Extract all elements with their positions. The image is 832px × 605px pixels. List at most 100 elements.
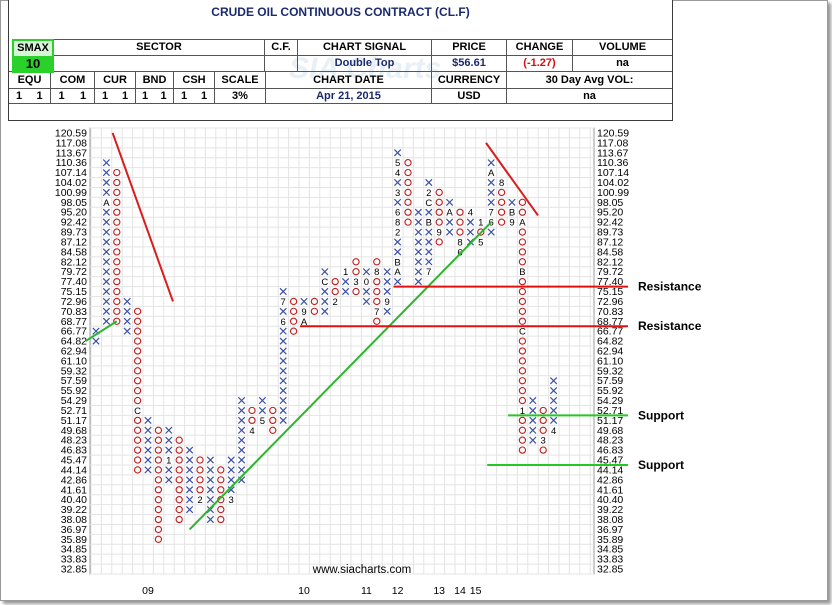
price-tick-left: 54.29 <box>61 395 87 407</box>
o-mark <box>497 198 506 206</box>
o-mark <box>133 317 142 325</box>
chart-date-value: Apr 21, 2015 <box>316 90 381 102</box>
x-mark <box>237 416 246 425</box>
month-marker: 5 <box>395 158 400 169</box>
x-mark <box>466 228 475 236</box>
o-mark <box>154 456 163 464</box>
price-tick-right: 77.40 <box>597 276 623 288</box>
o-mark <box>289 307 298 316</box>
o-mark <box>133 307 142 316</box>
price-tick-right: 44.14 <box>597 464 623 476</box>
o-mark <box>435 198 443 206</box>
month-marker: 7 <box>426 267 431 278</box>
o-mark <box>539 426 547 434</box>
x-mark <box>393 178 402 187</box>
x-mark <box>102 168 111 177</box>
chart-title: CRUDE OIL CONTINUOUS CONTRACT (CL.F) <box>211 5 470 19</box>
x-mark <box>508 198 516 206</box>
o-mark <box>113 317 121 325</box>
x-mark <box>102 307 111 315</box>
price-tick-right: 62.94 <box>597 346 623 358</box>
o-mark <box>518 386 527 395</box>
o-mark <box>113 277 121 286</box>
x-mark <box>258 396 267 405</box>
o-mark <box>175 436 183 444</box>
x-mark <box>185 496 194 504</box>
month-marker: 4 <box>551 426 556 437</box>
o-mark <box>518 228 527 236</box>
o-mark <box>133 466 142 474</box>
x-axis-year-label: 12 <box>392 585 404 597</box>
o-mark <box>331 277 339 286</box>
price-tick-right: 113.67 <box>597 147 628 159</box>
price-tick-left: 35.89 <box>61 534 87 546</box>
o-mark <box>518 367 527 375</box>
x-mark <box>237 436 246 444</box>
x-mark <box>425 238 433 246</box>
price-tick-left: 98.05 <box>61 197 87 209</box>
x-mark <box>92 337 100 345</box>
x-mark <box>102 228 111 236</box>
price-tick-left: 44.14 <box>61 464 87 476</box>
sector-label: SECTOR <box>136 41 182 53</box>
o-mark <box>373 277 381 286</box>
o-mark <box>113 297 121 306</box>
x-mark <box>529 406 537 415</box>
month-marker: 0 <box>364 277 369 288</box>
month-marker: 8 <box>457 237 462 248</box>
header-panel: SIA Charts CRUDE OIL CONTINUOUS CONTRACT… <box>8 0 673 121</box>
plot-area <box>89 127 595 575</box>
month-marker: 6 <box>395 208 400 219</box>
o-mark <box>518 297 527 306</box>
x-mark <box>393 248 402 256</box>
price-tick-left: 51.17 <box>61 415 87 427</box>
o-mark <box>269 426 277 434</box>
x-mark <box>144 426 152 434</box>
x-mark <box>237 396 246 405</box>
price-tick-right: 117.08 <box>597 137 628 149</box>
o-mark <box>404 218 412 226</box>
price-tick-right: 46.83 <box>597 445 623 457</box>
x-mark <box>144 436 152 444</box>
month-marker: 2 <box>197 495 202 506</box>
o-mark <box>113 198 121 206</box>
x-mark <box>414 277 423 286</box>
price-tick-left: 52.71 <box>61 405 87 417</box>
o-mark <box>217 476 225 484</box>
o-mark <box>113 218 121 226</box>
o-mark <box>217 515 225 524</box>
o-mark <box>539 446 547 454</box>
o-mark <box>310 297 319 306</box>
x-mark <box>123 297 131 306</box>
o-mark <box>518 198 527 206</box>
o-mark <box>352 287 360 296</box>
o-mark <box>518 258 527 266</box>
x-mark <box>383 307 391 315</box>
o-mark <box>154 466 163 474</box>
month-marker: A <box>301 317 308 328</box>
price-tick-right: 92.42 <box>597 217 623 229</box>
price-tick-left: 82.12 <box>61 256 87 268</box>
month-marker: B <box>394 257 400 268</box>
price-tick-right: 104.02 <box>597 177 629 189</box>
x-mark <box>102 248 111 256</box>
month-marker: A <box>488 168 495 179</box>
com-score-1: 1 <box>58 90 65 102</box>
o-mark <box>175 476 183 484</box>
x-mark <box>279 416 287 425</box>
x-mark <box>414 238 423 246</box>
o-mark <box>175 486 183 494</box>
o-mark <box>404 159 412 167</box>
x-axis-year-label: 11 <box>361 585 372 597</box>
x-mark <box>414 218 423 226</box>
o-mark <box>133 416 142 425</box>
o-mark <box>518 436 527 444</box>
x-mark <box>321 297 329 306</box>
x-mark <box>487 159 495 167</box>
o-mark <box>310 307 319 316</box>
x-mark <box>102 317 111 325</box>
price-tick-left: 64.82 <box>61 336 87 348</box>
o-mark <box>497 188 506 197</box>
x-mark <box>206 515 215 524</box>
x-mark <box>414 228 423 236</box>
